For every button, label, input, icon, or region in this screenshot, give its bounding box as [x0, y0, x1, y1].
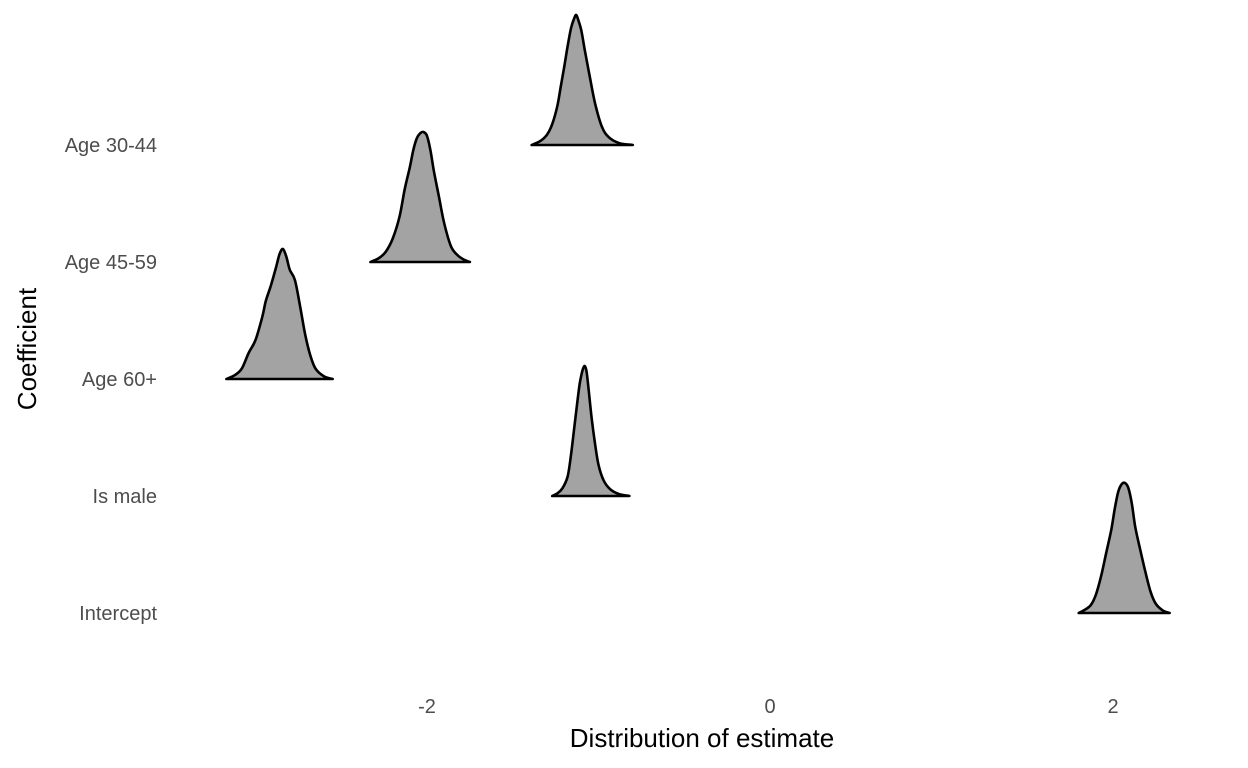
x-tick-label: -2	[418, 696, 436, 718]
y-tick-label-age-60: Age 60+	[82, 369, 157, 391]
density-ridge-intercept	[1077, 481, 1171, 615]
y-axis: Intercept Is male Age 60+ Age 45-59 Age 30-4…	[65, 135, 158, 625]
y-tick-label-is-male: Is male	[93, 486, 157, 508]
density-ridge-age-60	[225, 247, 334, 381]
x-tick-label: 0	[764, 696, 775, 718]
y-tick-label-age-45-59: Age 45-59	[65, 252, 157, 274]
density-ridge-is-male	[550, 364, 631, 498]
x-axis: -2 0 2	[418, 696, 1118, 718]
x-axis-title: Distribution of estimate	[570, 723, 834, 753]
y-axis-title: Coefficient	[12, 287, 42, 410]
density-ridge-age-45-59	[369, 130, 472, 264]
density-ridge-age-30-44	[530, 13, 635, 147]
y-tick-label-intercept: Intercept	[79, 603, 157, 625]
x-tick-label: 2	[1107, 696, 1118, 718]
ridges-group	[225, 13, 1171, 615]
y-tick-label-age-30-44: Age 30-44	[65, 135, 157, 157]
